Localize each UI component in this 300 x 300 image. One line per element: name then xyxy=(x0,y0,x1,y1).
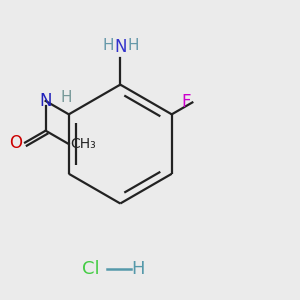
Text: H: H xyxy=(127,38,139,52)
Text: F: F xyxy=(182,93,191,111)
Text: H: H xyxy=(61,91,72,106)
Text: N: N xyxy=(114,38,127,56)
Text: H: H xyxy=(102,38,113,52)
Text: H: H xyxy=(131,260,145,278)
Text: N: N xyxy=(39,92,52,110)
Text: Cl: Cl xyxy=(82,260,99,278)
Text: CH₃: CH₃ xyxy=(70,137,96,151)
Text: O: O xyxy=(9,134,22,152)
